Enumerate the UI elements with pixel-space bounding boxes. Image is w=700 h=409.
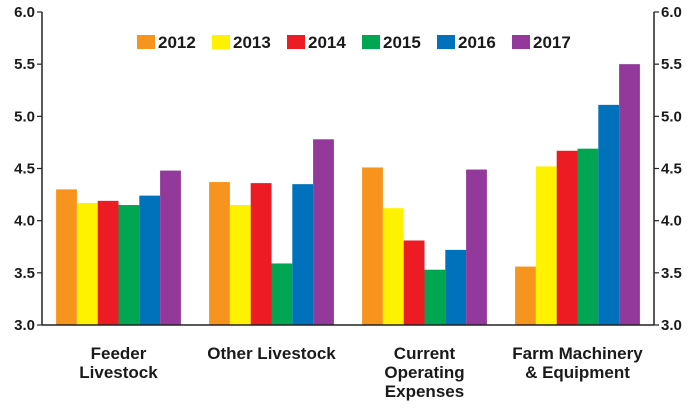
y-tick-label-right: 3.5 (661, 265, 682, 282)
bars-group (56, 64, 640, 326)
bar-2014-cat-1 (250, 183, 272, 325)
legend-swatch-2016 (437, 35, 455, 49)
legend-label-2012: 2012 (158, 33, 196, 52)
legend-label-2015: 2015 (383, 33, 421, 52)
bar-2012-cat-1 (209, 182, 230, 325)
y-tick-label-right: 4.0 (661, 213, 682, 230)
bar-2016-cat-0 (139, 195, 161, 325)
y-tick-label-right: 5.5 (661, 56, 682, 73)
bar-2017-cat-3 (619, 64, 640, 326)
y-tick-label-left: 3.0 (14, 317, 35, 334)
left-y-axis-ticks: 3.0 3.5 4.0 4.5 5.0 5.5 6.0 (14, 4, 42, 334)
legend-swatch-2012 (137, 35, 155, 49)
bar-2012-cat-2 (362, 167, 383, 325)
bar-2014-cat-0 (97, 200, 119, 325)
legend-label-2017: 2017 (533, 33, 571, 52)
bar-2016-cat-1 (292, 184, 314, 325)
bar-2012-cat-3 (515, 266, 536, 325)
bar-2017-cat-1 (313, 139, 334, 325)
bar-2015-cat-0 (118, 205, 140, 325)
y-tick-label-right: 5.0 (661, 108, 682, 125)
legend-label-2013: 2013 (233, 33, 271, 52)
category-label: Feeder Livestock (79, 344, 158, 382)
category-label: Other Livestock (207, 344, 336, 363)
y-tick-label-left: 4.0 (14, 213, 35, 230)
legend-swatch-2015 (362, 35, 380, 49)
bar-2016-cat-3 (598, 104, 620, 326)
right-y-axis-ticks: 3.0 3.5 4.0 4.5 5.0 5.5 6.0 (654, 4, 682, 334)
legend-swatch-2013 (212, 35, 230, 49)
category-label: Current Operating Expenses (384, 344, 464, 401)
bar-2015-cat-1 (271, 263, 293, 325)
y-tick-label-left: 4.5 (14, 161, 35, 178)
bar-2014-cat-2 (403, 240, 425, 325)
plot-frame (41, 12, 655, 326)
bar-2015-cat-3 (577, 148, 599, 325)
bar-2013-cat-3 (535, 166, 557, 325)
bar-2015-cat-2 (424, 269, 446, 325)
y-tick-label-left: 5.5 (14, 56, 35, 73)
legend-label-2014: 2014 (308, 33, 346, 52)
y-tick-label-right: 6.0 (661, 4, 682, 21)
legend: 2012 2013 2014 2015 2016 2017 (137, 33, 571, 52)
y-tick-label-left: 6.0 (14, 4, 35, 21)
legend-label-2016: 2016 (458, 33, 496, 52)
y-tick-label-left: 3.5 (14, 265, 35, 282)
bar-2013-cat-2 (382, 208, 404, 325)
bar-2013-cat-1 (229, 205, 251, 325)
y-tick-label-left: 5.0 (14, 108, 35, 125)
bar-2013-cat-0 (76, 202, 98, 325)
y-tick-label-right: 4.5 (661, 161, 682, 178)
bar-2017-cat-0 (160, 170, 181, 325)
bar-2014-cat-3 (556, 150, 578, 325)
legend-swatch-2017 (512, 35, 530, 49)
bar-2012-cat-0 (56, 189, 77, 325)
bar-2016-cat-2 (445, 249, 467, 325)
category-labels: Feeder Livestock Other Livestock Current Ope… (79, 344, 643, 401)
y-tick-label-right: 3.0 (661, 317, 682, 334)
legend-swatch-2014 (287, 35, 305, 49)
category-label: Farm Machinery & Equipment (512, 344, 643, 382)
bar-2017-cat-2 (466, 169, 487, 325)
